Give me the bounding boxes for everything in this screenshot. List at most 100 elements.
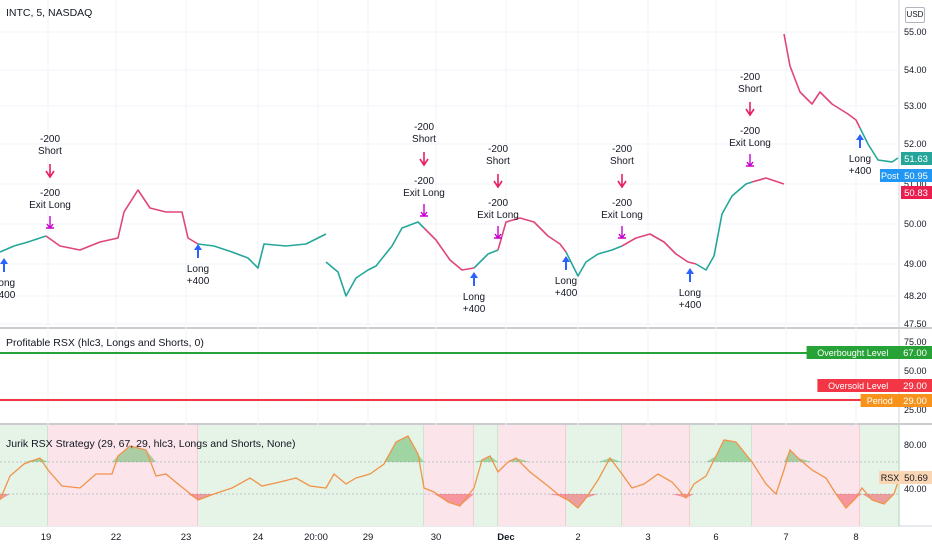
time-axis-label: 23	[181, 532, 192, 543]
close-price-badge	[901, 186, 932, 199]
time-axis-label: 19	[41, 532, 52, 543]
short-label: Short	[738, 84, 762, 95]
exit-qty: -200	[612, 198, 632, 209]
period-badge-value: 29.00	[903, 396, 927, 407]
exit-marker-icon	[420, 204, 428, 218]
exit-qty: -200	[488, 198, 508, 209]
price-axis-tick: 51.00	[904, 179, 927, 189]
exit-label: Exit Long	[601, 210, 643, 221]
exit-label: Exit Long	[729, 138, 771, 149]
time-axis-label: 22	[111, 532, 122, 543]
position-band-short	[752, 425, 860, 526]
time-axis-label: 20:00	[304, 532, 328, 543]
position-band-short	[424, 425, 474, 526]
price-series	[0, 33, 899, 297]
exit-qty: -200	[40, 188, 60, 199]
post-price-badge-value-bg	[901, 169, 932, 182]
time-axis-label: 6	[713, 532, 718, 543]
long-label: Long	[849, 154, 871, 165]
price-line-segment	[473, 249, 499, 269]
time-axis-label: 3	[645, 532, 650, 543]
short-qty: -200	[40, 134, 60, 145]
short-label: Short	[412, 134, 436, 145]
indicator1-axis-tick: 25.00	[904, 405, 927, 415]
exit-qty: -200	[740, 126, 760, 137]
position-band-short	[498, 425, 566, 526]
rsx-badge-label-bg	[879, 471, 901, 484]
exit-label: Exit Long	[477, 210, 519, 221]
long-qty: +400	[679, 300, 702, 311]
rsx-badge-value: 50.69	[904, 473, 928, 484]
long-qty: +400	[555, 288, 578, 299]
price-line-segment	[751, 177, 785, 185]
price-line-segment	[783, 33, 861, 129]
exit-label: Exit Long	[29, 200, 71, 211]
last-price-badge	[901, 152, 932, 165]
short-arrow-icon	[45, 164, 55, 179]
position-band-long	[690, 425, 752, 526]
short-qty: -200	[740, 72, 760, 83]
long-qty: +400	[0, 290, 16, 301]
time-axis-label: 8	[853, 532, 858, 543]
short-qty: -200	[414, 122, 434, 133]
position-band-long	[566, 425, 622, 526]
post-price-badge-value: 50.95	[904, 171, 928, 182]
rsx-indicator-title[interactable]: Profitable RSX (hlc3, Longs and Shorts, …	[6, 337, 204, 349]
exit-qty: -200	[414, 176, 434, 187]
short-arrow-icon	[419, 152, 429, 167]
position-band-long	[0, 425, 48, 526]
short-label: Short	[38, 146, 62, 157]
short-qty: -200	[612, 144, 632, 155]
period-badge-label: Period	[867, 396, 893, 406]
oversold-badge-value-bg	[899, 379, 932, 392]
long-label: Long	[0, 278, 15, 289]
post-price-badge	[880, 169, 932, 182]
exit-marker-icon	[746, 154, 754, 168]
indicator1-axis-tick: 50.00	[904, 366, 927, 376]
indicator1-axis-tick: 75.00	[904, 337, 927, 347]
long-label: Long	[187, 264, 209, 275]
price-axis-tick: 55.00	[904, 27, 927, 37]
price-line-segment	[423, 227, 475, 271]
long-label: Long	[555, 276, 577, 287]
price-axis-tick: 48.20	[904, 291, 927, 301]
long-qty: +400	[463, 304, 486, 315]
overbought-badge-label: Overbought Level	[817, 348, 888, 358]
time-axis-label: 30	[431, 532, 442, 543]
short-label: Short	[486, 156, 510, 167]
period-badge-label-bg	[860, 394, 899, 407]
symbol-title[interactable]: INTC, 5, NASDAQ	[6, 7, 93, 19]
price-axis-tick: 50.00	[904, 219, 927, 229]
long-qty: +400	[849, 166, 872, 177]
price-line-segment	[45, 189, 199, 251]
post-price-badge-label: Post	[881, 171, 900, 181]
rsx-badge-label: RSX	[881, 473, 900, 483]
price-axis-tick: 52.00	[904, 139, 927, 149]
close-price-badge-value: 50.83	[904, 188, 928, 199]
price-axis-tick: 53.00	[904, 101, 927, 111]
currency-button[interactable]: USD	[905, 7, 925, 23]
price-line-segment	[621, 233, 697, 265]
long-arrow-icon	[686, 268, 694, 282]
oversold-badge-value: 29.00	[903, 381, 927, 392]
price-line-segment	[565, 245, 623, 277]
price-line-segment	[0, 235, 47, 253]
price-axis-tick: 54.00	[904, 65, 927, 75]
price-line-segment	[325, 221, 425, 297]
rsx-series	[0, 435, 900, 510]
strategy-indicator-title[interactable]: Jurik RSX Strategy (29, 67, 29, hlc3, Lo…	[6, 438, 296, 450]
close-price-badge-value-bg	[901, 186, 932, 199]
rsx-line	[0, 435, 900, 510]
last-price-badge-value-bg	[901, 152, 932, 165]
long-arrow-icon	[0, 258, 8, 272]
long-qty: +400	[187, 276, 210, 287]
rsx-badge-value-bg	[901, 471, 932, 484]
short-arrow-icon	[493, 174, 503, 189]
price-axis-tick: 49.00	[904, 259, 927, 269]
price-line-segment	[197, 233, 327, 269]
last-price-badge-value: 51.63	[904, 154, 928, 165]
time-axis-label: 29	[363, 532, 374, 543]
long-arrow-icon	[470, 272, 478, 286]
time-axis-label: 2	[575, 532, 580, 543]
